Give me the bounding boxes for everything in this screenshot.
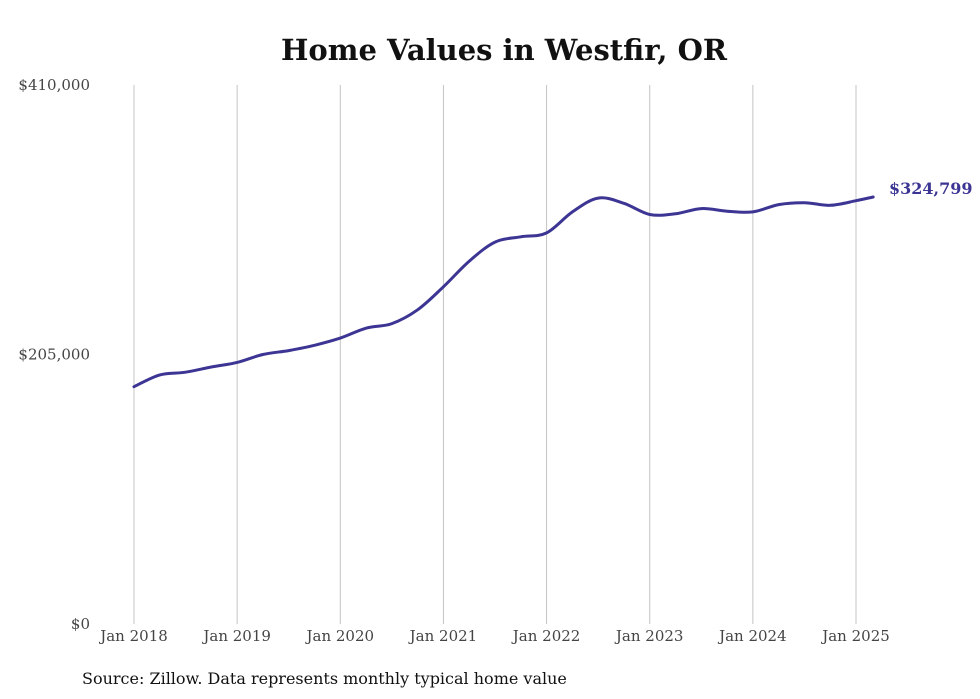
y-tick-label: $410,000	[18, 76, 90, 94]
series-line	[132, 195, 875, 389]
x-tick-label: Jan 2023	[614, 627, 684, 645]
y-tick-label: $205,000	[18, 346, 90, 364]
y-axis-tick-labels: $0 $205,000 $410,000	[18, 76, 90, 633]
gridlines	[133, 85, 857, 624]
x-tick-label: Jan 2018	[98, 627, 168, 645]
y-tick-label: $0	[71, 615, 90, 633]
source-note: Source: Zillow. Data represents monthly …	[82, 669, 567, 688]
x-tick-label: Jan 2024	[717, 627, 787, 645]
chart-title: Home Values in Westfir, OR	[281, 33, 728, 67]
x-tick-label: Jan 2022	[511, 627, 581, 645]
x-tick-label: Jan 2020	[305, 627, 375, 645]
x-tick-label: Jan 2021	[408, 627, 478, 645]
x-axis-tick-labels: Jan 2018 Jan 2019 Jan 2020 Jan 2021 Jan 2022…	[98, 627, 890, 645]
x-tick-label: Jan 2019	[201, 627, 271, 645]
series-layer	[132, 195, 875, 389]
x-tick-label: Jan 2025	[820, 627, 890, 645]
last-value-label: $324,799	[889, 179, 973, 198]
